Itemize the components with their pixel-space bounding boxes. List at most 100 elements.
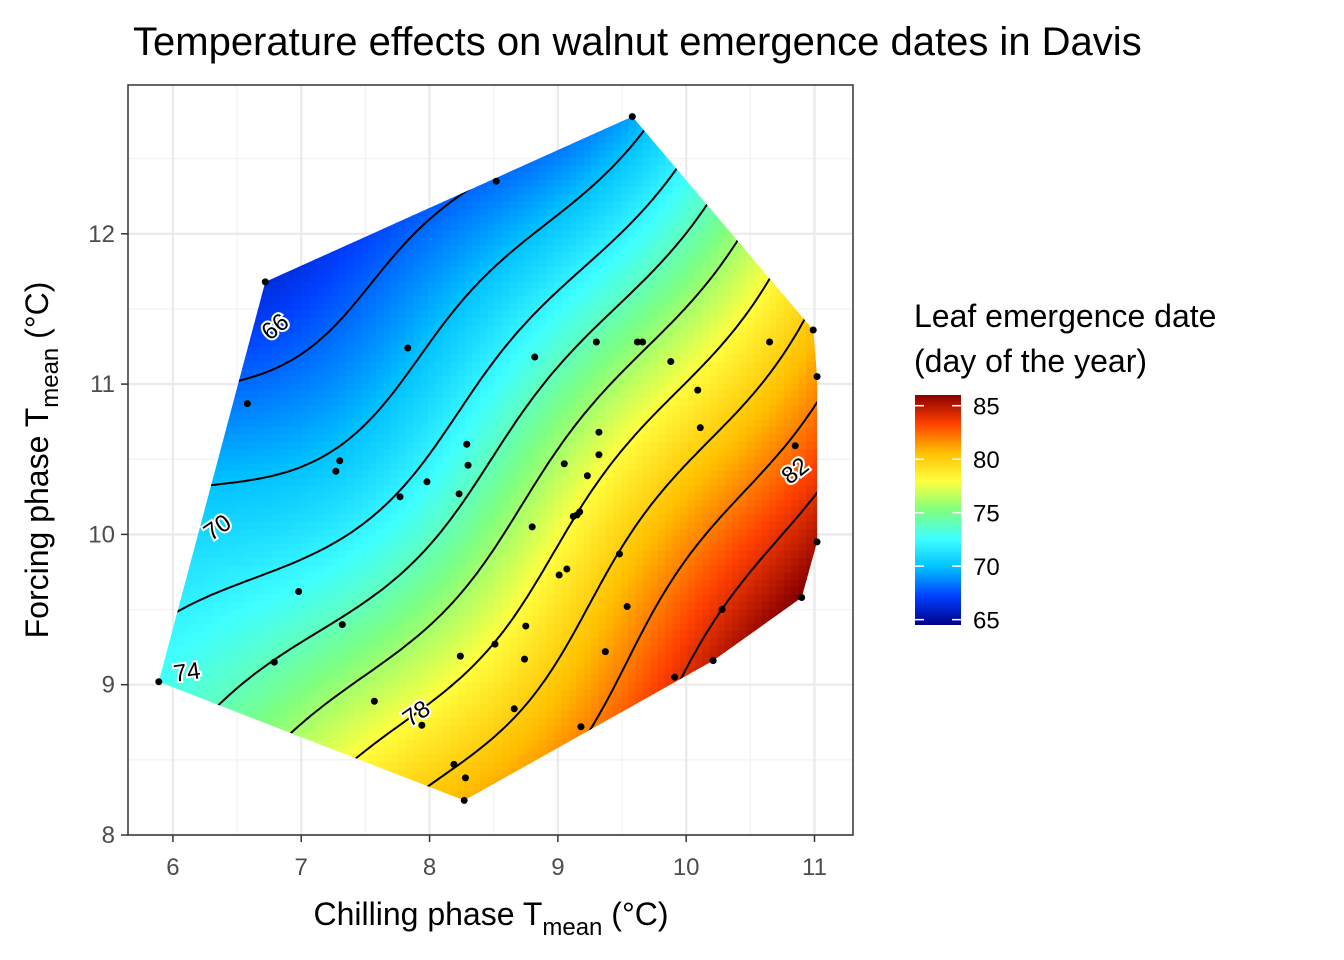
surface-tile [339, 382, 348, 391]
surface-tile [383, 542, 392, 551]
surface-tile [524, 586, 533, 595]
surface-tile [413, 237, 422, 246]
surface-tile [309, 513, 318, 522]
surface-tile [494, 419, 503, 428]
surface-tile [183, 681, 192, 690]
surface-tile [257, 593, 266, 602]
surface-tile [435, 644, 444, 653]
surface-tile [524, 462, 533, 471]
surface-tile [376, 593, 385, 602]
surface-tile [279, 652, 288, 660]
surface-tile [242, 433, 251, 442]
surface-tile [509, 579, 518, 588]
surface-tile [301, 601, 310, 610]
surface-tile [353, 361, 362, 369]
surface-tile [398, 623, 407, 631]
surface-tile [361, 550, 370, 559]
surface-tile [502, 601, 511, 610]
surface-tile [405, 484, 414, 493]
surface-tile [279, 397, 288, 406]
surface-tile [427, 775, 436, 784]
surface-tile [427, 259, 436, 267]
surface-tile [301, 681, 310, 690]
surface-tile [465, 710, 474, 719]
surface-tile [220, 601, 229, 610]
surface-tile [264, 681, 273, 690]
surface-tile [368, 339, 377, 348]
surface-tile [398, 295, 407, 304]
surface-tile [227, 455, 236, 464]
surface-tile [472, 339, 481, 348]
surface-tile [502, 193, 511, 202]
surface-tile [435, 601, 444, 610]
surface-tile [368, 477, 377, 486]
surface-tile [235, 390, 244, 398]
surface-tile [509, 528, 518, 537]
surface-tile [487, 215, 496, 224]
surface-tile [479, 528, 488, 537]
surface-tile [257, 375, 266, 384]
surface-tile [413, 324, 422, 333]
surface-tile [390, 615, 399, 624]
surface-tile [376, 266, 385, 275]
surface-tile [368, 390, 377, 398]
surface-tile [450, 521, 459, 529]
surface-tile [398, 331, 407, 340]
surface-tile [190, 688, 199, 697]
surface-tile [479, 302, 488, 311]
surface-tile [227, 542, 236, 551]
surface-tile [494, 375, 503, 384]
surface-tile [190, 659, 199, 668]
surface-tile [531, 572, 540, 580]
surface-tile [427, 637, 436, 646]
surface-tile [413, 724, 422, 733]
surface-tile [531, 542, 540, 551]
surface-tile [301, 695, 310, 704]
surface-tile [331, 441, 340, 449]
surface-tile [479, 724, 488, 733]
surface-tile [413, 608, 422, 617]
surface-tile [376, 492, 385, 500]
surface-tile [368, 746, 377, 755]
surface-tile [368, 266, 377, 275]
surface-tile [301, 390, 310, 398]
surface-tile [324, 513, 333, 522]
surface-tile [316, 492, 325, 500]
surface-tile [198, 652, 207, 660]
surface-tile [383, 317, 392, 326]
surface-tile [264, 368, 273, 377]
surface-tile [220, 673, 229, 682]
surface-tile [509, 761, 518, 770]
surface-tile [524, 266, 533, 275]
surface-tile [457, 222, 466, 231]
surface-tile [272, 564, 281, 573]
surface-tile [539, 615, 548, 624]
surface-tile [450, 623, 459, 631]
surface-tile [457, 593, 466, 602]
surface-tile [376, 659, 385, 668]
surface-tile [294, 411, 303, 420]
surface-tile [457, 717, 466, 726]
surface-tile [346, 732, 355, 741]
surface-tile [457, 659, 466, 668]
surface-tile [413, 652, 422, 660]
surface-tile [509, 368, 518, 377]
surface-tile [383, 659, 392, 668]
surface-tile [190, 615, 199, 624]
surface-tile [383, 521, 392, 529]
surface-tile [368, 251, 377, 260]
surface-tile [198, 666, 207, 675]
surface-tile [301, 666, 310, 675]
surface-tile [479, 324, 488, 333]
surface-tile [272, 382, 281, 391]
surface-tile [390, 652, 399, 660]
surface-tile [279, 462, 288, 471]
surface-tile [376, 411, 385, 420]
surface-tile [309, 601, 318, 610]
surface-tile [524, 375, 533, 384]
surface-tile [509, 448, 518, 457]
surface-tile [264, 484, 273, 493]
surface-tile [516, 710, 525, 719]
surface-tile [301, 302, 310, 311]
surface-tile [316, 637, 325, 646]
